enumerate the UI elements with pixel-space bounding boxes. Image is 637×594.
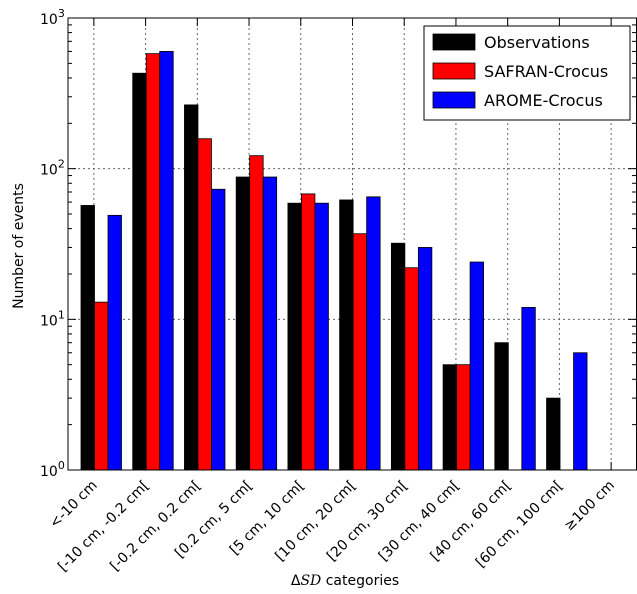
- y-tick-label: 100: [40, 459, 65, 480]
- bar-arome-crocus: [314, 202, 329, 471]
- y-tick-base: 10: [40, 464, 58, 480]
- bar-safran-crocus: [145, 53, 161, 471]
- bar-observations: [184, 104, 199, 471]
- bar-arome-crocus: [366, 196, 381, 471]
- legend-entries: Observations SAFRAN-Crocus AROME-Crocus: [432, 33, 608, 110]
- bar-arome-crocus: [521, 307, 536, 471]
- legend-label: Observations: [484, 33, 590, 52]
- bar-observations: [235, 176, 251, 471]
- x-tick-label: ≥100 cm: [561, 478, 618, 535]
- y-tick-exponent: 2: [58, 158, 65, 171]
- bar-safran-crocus: [456, 364, 471, 471]
- bar-safran-crocus: [301, 193, 316, 471]
- y-tick-label: 102: [40, 158, 65, 179]
- bar-observations: [339, 199, 354, 471]
- bar-safran-crocus: [197, 138, 212, 471]
- y-tick-exponent: 1: [58, 308, 65, 321]
- x-axis-title-prefix: Δ: [291, 573, 301, 589]
- x-axis-title: ΔSD categories: [291, 573, 399, 589]
- legend-label: SAFRAN-Crocus: [484, 62, 608, 81]
- x-tick-label: [-10 cm, -0.2 cm[: [55, 478, 152, 575]
- bar-arome-crocus: [211, 188, 226, 471]
- legend-label: AROME-Crocus: [484, 91, 603, 110]
- y-tick-exponent: 3: [58, 7, 65, 20]
- bar-observations: [442, 364, 457, 471]
- y-axis-title: Number of events: [11, 183, 27, 309]
- bar-arome-crocus: [159, 51, 174, 471]
- legend-swatch: [432, 62, 476, 80]
- x-tick-label: [-0.2 cm, 0.2 cm[: [107, 478, 204, 575]
- bar-observations: [494, 342, 509, 471]
- bar-arome-crocus: [469, 261, 484, 471]
- x-axis-title-suffix: categories: [321, 573, 399, 589]
- bar-safran-crocus: [249, 155, 264, 471]
- bar-arome-crocus: [573, 352, 588, 471]
- bar-safran-crocus: [404, 267, 419, 471]
- y-tick-base: 10: [40, 163, 58, 179]
- y-tick-label: 101: [40, 308, 65, 329]
- legend-swatch: [432, 91, 476, 109]
- bar-observations: [132, 72, 147, 471]
- legend-swatch: [432, 33, 476, 51]
- y-tick-base: 10: [40, 313, 58, 329]
- x-axis-title-symbol: SD: [300, 573, 321, 589]
- bar-arome-crocus: [107, 214, 122, 471]
- bar-observations: [287, 202, 302, 471]
- y-tick-exponent: 0: [58, 459, 65, 472]
- bar-safran-crocus: [352, 233, 368, 471]
- legend: Observations SAFRAN-Crocus AROME-Crocus: [423, 25, 631, 121]
- bar-arome-crocus: [417, 247, 433, 471]
- x-tick-label: [60 cm, 100 cm[: [473, 478, 566, 571]
- bar-observations: [546, 397, 561, 471]
- bar-observations: [80, 205, 95, 471]
- bar-arome-crocus: [262, 176, 278, 471]
- bar-observations: [390, 242, 406, 471]
- bar-safran-crocus: [94, 301, 109, 471]
- x-tick-label: <-10 cm: [47, 478, 101, 532]
- y-tick-label: 103: [40, 7, 65, 28]
- y-tick-base: 10: [40, 12, 58, 28]
